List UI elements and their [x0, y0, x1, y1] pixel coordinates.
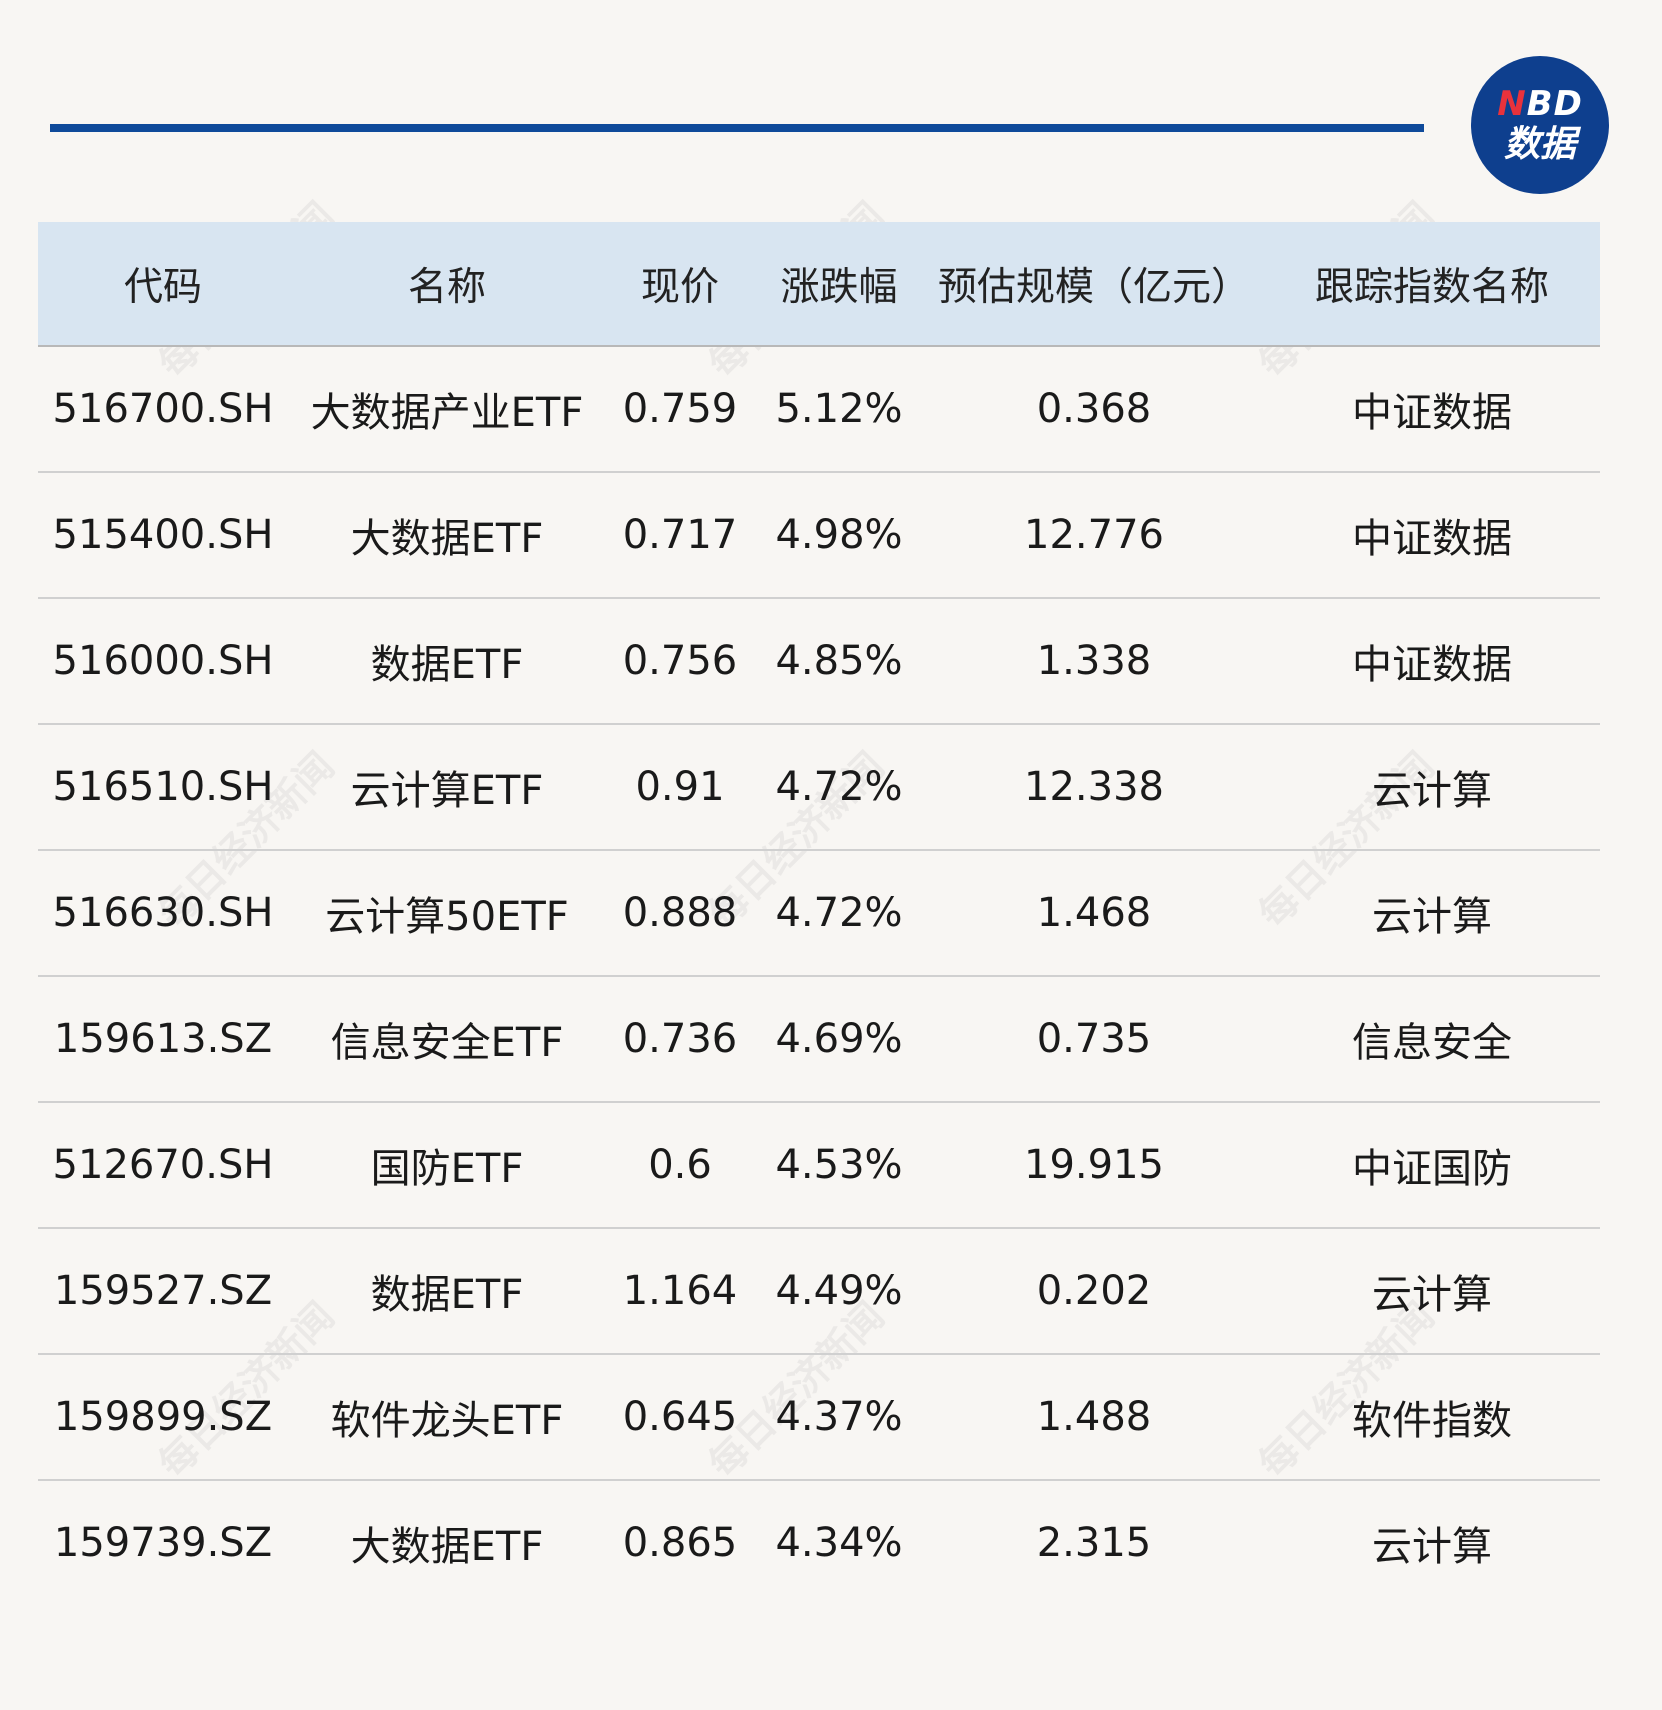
- table-row: 516700.SH 大数据产业ETF 0.759 5.12% 0.368 中证数据: [38, 346, 1600, 473]
- cell-change: 4.85%: [754, 598, 924, 725]
- logo-subtitle: 数据: [1503, 124, 1576, 165]
- cell-code: 516630.SH: [38, 850, 288, 977]
- cell-name: 数据ETF: [288, 1228, 606, 1355]
- cell-name: 大数据ETF: [288, 472, 606, 599]
- logo-wordmark: NBD: [1497, 84, 1583, 124]
- header-price: 现价: [606, 222, 754, 347]
- cell-code: 516510.SH: [38, 724, 288, 851]
- table-row: 159899.SZ 软件龙头ETF 0.645 4.37% 1.488 软件指数: [38, 1354, 1600, 1481]
- cell-price: 0.736: [606, 976, 754, 1103]
- cell-code: 159613.SZ: [38, 976, 288, 1103]
- cell-price: 1.164: [606, 1228, 754, 1355]
- cell-scale: 1.338: [924, 598, 1264, 725]
- header-scale: 预估规模（亿元）: [924, 222, 1264, 347]
- cell-index: 中证国防: [1264, 1102, 1600, 1229]
- table-row: 516630.SH 云计算50ETF 0.888 4.72% 1.468 云计算: [38, 850, 1600, 977]
- cell-name: 国防ETF: [288, 1102, 606, 1229]
- cell-index: 软件指数: [1264, 1354, 1600, 1481]
- header-name: 名称: [288, 222, 606, 347]
- table-row: 159739.SZ 大数据ETF 0.865 4.34% 2.315 云计算: [38, 1480, 1600, 1605]
- cell-change: 5.12%: [754, 346, 924, 473]
- top-divider: [50, 124, 1424, 132]
- cell-scale: 12.776: [924, 472, 1264, 599]
- table-row: 515400.SH 大数据ETF 0.717 4.98% 12.776 中证数据: [38, 472, 1600, 599]
- cell-index: 信息安全: [1264, 976, 1600, 1103]
- cell-index: 云计算: [1264, 1228, 1600, 1355]
- cell-name: 信息安全ETF: [288, 976, 606, 1103]
- cell-name: 云计算ETF: [288, 724, 606, 851]
- cell-index: 中证数据: [1264, 346, 1600, 473]
- table-row: 516510.SH 云计算ETF 0.91 4.72% 12.338 云计算: [38, 724, 1600, 851]
- cell-price: 0.6: [606, 1102, 754, 1229]
- cell-scale: 0.735: [924, 976, 1264, 1103]
- cell-change: 4.53%: [754, 1102, 924, 1229]
- table-row: 516000.SH 数据ETF 0.756 4.85% 1.338 中证数据: [38, 598, 1600, 725]
- cell-name: 云计算50ETF: [288, 850, 606, 977]
- header-row: 代码 名称 现价 涨跌幅 预估规模（亿元） 跟踪指数名称: [38, 222, 1600, 347]
- etf-table: 代码 名称 现价 涨跌幅 预估规模（亿元） 跟踪指数名称 516700.SH 大数据产业ET…: [38, 222, 1600, 1605]
- header-code: 代码: [38, 222, 288, 347]
- table-header: 代码 名称 现价 涨跌幅 预估规模（亿元） 跟踪指数名称: [38, 222, 1600, 347]
- cell-change: 4.98%: [754, 472, 924, 599]
- table-row: 159527.SZ 数据ETF 1.164 4.49% 0.202 云计算: [38, 1228, 1600, 1355]
- cell-price: 0.888: [606, 850, 754, 977]
- cell-index: 云计算: [1372, 1524, 1492, 1570]
- cell-change: 4.69%: [754, 976, 924, 1103]
- cell-change: 4.37%: [754, 1354, 924, 1481]
- cell-change: 4.49%: [754, 1228, 924, 1355]
- cell-price: 0.756: [606, 598, 754, 725]
- cell-price: 0.865: [622, 1520, 738, 1566]
- nbd-logo: NBD 数据: [1471, 56, 1609, 194]
- cell-scale: 0.202: [924, 1228, 1264, 1355]
- cell-scale: 1.468: [924, 850, 1264, 977]
- cell-code: 516000.SH: [38, 598, 288, 725]
- cell-price: 0.717: [606, 472, 754, 599]
- cell-price: 0.759: [606, 346, 754, 473]
- header-change: 涨跌幅: [754, 222, 924, 347]
- cell-scale: 0.368: [924, 346, 1264, 473]
- cell-name: 软件龙头ETF: [288, 1354, 606, 1481]
- cell-scale: 2.315: [1036, 1520, 1152, 1566]
- cell-code: 159527.SZ: [38, 1228, 288, 1355]
- cell-scale: 12.338: [924, 724, 1264, 851]
- cell-index: 云计算: [1264, 850, 1600, 977]
- cell-code: 512670.SH: [38, 1102, 288, 1229]
- cell-code: 159899.SZ: [38, 1354, 288, 1481]
- cell-index: 中证数据: [1264, 472, 1600, 599]
- cell-scale: 1.488: [924, 1354, 1264, 1481]
- cell-price: 0.91: [606, 724, 754, 851]
- header-index: 跟踪指数名称: [1264, 222, 1600, 347]
- cell-change: 4.72%: [754, 724, 924, 851]
- cell-code: 159739.SZ: [53, 1520, 273, 1566]
- cell-code: 515400.SH: [38, 472, 288, 599]
- cell-code: 516700.SH: [38, 346, 288, 473]
- cell-change: 4.72%: [754, 850, 924, 977]
- cell-scale: 19.915: [924, 1102, 1264, 1229]
- cell-index: 云计算: [1264, 724, 1600, 851]
- table-row: 512670.SH 国防ETF 0.6 4.53% 19.915 中证国防: [38, 1102, 1600, 1229]
- cell-price: 0.645: [606, 1354, 754, 1481]
- cell-change: 4.34%: [775, 1520, 903, 1566]
- table-row: 159613.SZ 信息安全ETF 0.736 4.69% 0.735 信息安全: [38, 976, 1600, 1103]
- cell-name: 大数据产业ETF: [288, 346, 606, 473]
- cell-name: 大数据ETF: [350, 1524, 544, 1570]
- table-body: 516700.SH 大数据产业ETF 0.759 5.12% 0.368 中证数据 5154…: [38, 346, 1600, 1605]
- cell-index: 中证数据: [1264, 598, 1600, 725]
- cell-name: 数据ETF: [288, 598, 606, 725]
